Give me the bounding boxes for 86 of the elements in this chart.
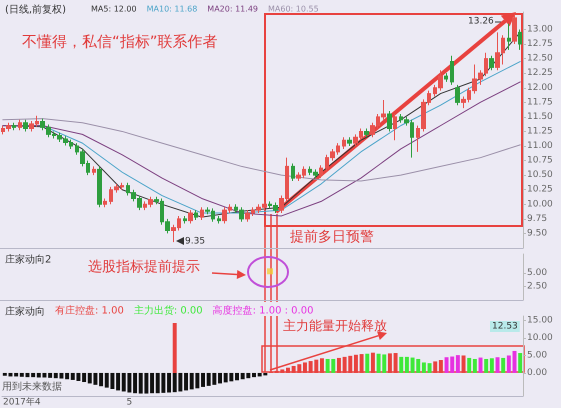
annotation: 主力能量开始释放 <box>283 318 387 334</box>
candlestick <box>507 23 511 50</box>
bar <box>484 358 488 373</box>
candlestick <box>23 119 28 132</box>
bar <box>496 357 500 373</box>
candlestick <box>103 198 107 208</box>
candlestick <box>188 210 193 224</box>
candlestick <box>12 122 16 131</box>
y-tick-label: 2.50 <box>527 281 548 292</box>
candlestick <box>512 14 517 45</box>
candlestick <box>455 84 460 106</box>
candlestick <box>194 210 198 221</box>
y-tick-label: 9.75 <box>527 214 548 224</box>
text: MA20: 11.49 <box>207 4 258 14</box>
bar <box>172 322 177 373</box>
y-tick-label: 12.50 <box>527 54 554 64</box>
candlestick <box>183 215 187 224</box>
y-tick-label: 12.75 <box>527 39 553 50</box>
candlestick <box>342 136 346 150</box>
y-tick-label: 10.00 <box>527 333 554 344</box>
bar <box>501 358 506 373</box>
bar <box>376 354 381 373</box>
bar <box>433 361 438 373</box>
y-tick-label: 11.00 <box>527 141 554 152</box>
y-tick-label: 12.25 <box>527 68 553 78</box>
annotation: 选股指标提前提示 <box>88 259 200 275</box>
y-tick-label: 10.00 <box>527 199 554 210</box>
y-tick-label: 11.75 <box>527 97 553 108</box>
annotation: 12.53 <box>492 322 518 332</box>
bar <box>456 355 460 373</box>
bar <box>518 353 522 373</box>
bar <box>370 352 375 373</box>
candlestick <box>444 72 448 82</box>
bar <box>462 355 466 373</box>
text: MA5: 12.00 <box>91 4 137 14</box>
line-series <box>2 118 521 182</box>
annotation: 提前多日预警 <box>290 229 374 245</box>
candlestick <box>291 163 295 182</box>
y-tick-label: 10.50 <box>527 170 554 180</box>
y-tick-label: 15.00 <box>527 316 554 326</box>
annotation: 9.35 <box>185 236 206 246</box>
y-tick-label: 5.00 <box>527 350 548 360</box>
bar <box>326 358 330 373</box>
y-tick-label: 11.25 <box>527 126 553 136</box>
candlestick <box>364 128 369 138</box>
annotation: 用到未来数据 <box>2 380 62 392</box>
candlestick <box>18 119 22 131</box>
bar <box>478 358 483 373</box>
bar <box>331 358 336 373</box>
y-tick-label: 10.25 <box>527 184 553 195</box>
bar <box>365 354 370 373</box>
chart-title: 庄家动向 <box>5 306 45 318</box>
annotation: 不懂得，私信“指标”联系作者 <box>22 32 218 50</box>
bar <box>472 358 477 373</box>
bar <box>490 358 494 373</box>
y-tick-label: 9.50 <box>527 228 548 238</box>
candlestick <box>319 164 323 179</box>
chart-title: (日线,前复权) <box>5 4 66 16</box>
y-tick-label: 5.00 <box>527 268 548 278</box>
candlestick <box>92 166 96 176</box>
bar <box>467 358 472 373</box>
text: 有庄控盘: 1.00 <box>55 304 124 316</box>
text: MA60: 10.55 <box>268 4 319 14</box>
candlestick <box>518 28 522 50</box>
candlestick <box>489 55 494 71</box>
annotation: 13.26 <box>468 16 494 26</box>
text: 主力出货: 0.00 <box>134 304 203 316</box>
candlestick <box>393 113 397 141</box>
y-tick-label: 11.50 <box>527 112 554 122</box>
x-tick-label: 5 <box>126 398 132 408</box>
y-tick-label: 10.75 <box>527 156 553 166</box>
text: 高度控盘: 1.00 : 0.00 <box>212 304 314 316</box>
candlestick <box>347 136 352 147</box>
candlestick <box>450 55 454 86</box>
bar <box>263 372 268 376</box>
text: MA10: 11.68 <box>146 4 198 14</box>
chart-title: 庄家动向2 <box>5 254 52 266</box>
bar <box>438 360 443 373</box>
candlestick <box>200 206 204 221</box>
y-tick-label: 0.00 <box>527 368 548 378</box>
candlestick <box>217 215 221 224</box>
candlestick <box>97 166 102 208</box>
candlestick <box>387 110 392 132</box>
y-tick-label: 13.00 <box>527 24 554 34</box>
x-tick-label: 2017年4 <box>2 396 41 408</box>
y-tick-label: 12.00 <box>527 82 554 93</box>
